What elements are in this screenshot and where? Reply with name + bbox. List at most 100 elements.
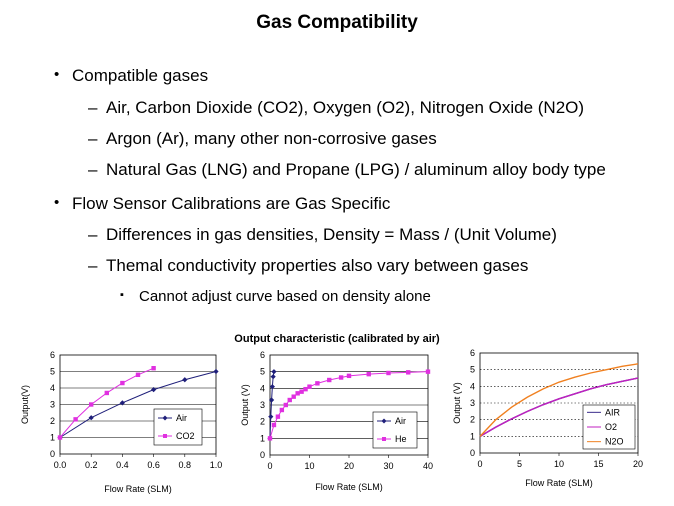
y-tick-label: 5: [50, 367, 55, 377]
data-point: [120, 380, 125, 386]
data-point: [151, 366, 156, 371]
chart-air-co2: 0 1 2 3 4 5 6 0.0 0.2 0.4 0.6 0.8 1.0 Flow Rate (SLM)…: [20, 350, 223, 494]
y-tick-label: 3: [50, 400, 55, 410]
x-axis-label: Flow Rate (SLM): [315, 482, 383, 492]
bullet-text: Argon (Ar), many other non-corrosive gas…: [106, 129, 437, 148]
y-tick-label: 0: [260, 450, 265, 460]
bullet-marker: •: [54, 194, 60, 211]
bullet-text: Flow Sensor Calibrations are Gas Specifi…: [72, 194, 391, 213]
data-point: [89, 402, 94, 407]
legend-marker: [381, 418, 387, 424]
y-tick-label: 3: [470, 398, 475, 408]
data-point: [303, 386, 308, 392]
legend-marker: [163, 434, 167, 438]
data-point: [307, 384, 312, 389]
x-tick-label: 0.6: [147, 460, 160, 470]
y-tick-label: 4: [50, 383, 55, 393]
data-point: [182, 377, 188, 383]
data-point: [213, 368, 219, 375]
y-axis-label: Output(V): [20, 385, 30, 424]
data-point: [283, 402, 288, 408]
bullet-text: Compatible gases: [72, 66, 209, 85]
data-point: [291, 394, 296, 399]
series-line: [479, 363, 639, 437]
y-tick-label: 2: [260, 417, 265, 427]
x-tick-label: 5: [517, 459, 522, 469]
series-line: [479, 377, 639, 437]
data-point: [295, 391, 300, 396]
y-tick-label: 6: [260, 350, 265, 360]
bullet-text: Themal conductivity properties also vary…: [106, 256, 529, 275]
legend-label: N2O: [605, 437, 624, 447]
bullet-marker: –: [88, 129, 98, 148]
data-point: [271, 422, 277, 428]
y-tick-label: 3: [260, 400, 265, 410]
x-axis-label: Flow Rate (SLM): [525, 478, 593, 488]
x-tick-label: 40: [423, 461, 433, 471]
y-tick-label: 4: [470, 381, 475, 391]
y-tick-label: 5: [470, 365, 475, 375]
y-tick-label: 2: [470, 415, 475, 425]
legend: Air CO2: [153, 408, 203, 446]
legend-box: [372, 411, 418, 449]
data-point: [279, 407, 285, 413]
slide-title: Gas Compatibility: [256, 12, 418, 33]
data-point: [135, 372, 141, 377]
x-tick-label: 0.2: [85, 460, 98, 470]
data-point: [269, 384, 275, 390]
x-tick-label: 0: [267, 461, 272, 471]
y-tick-label: 1: [260, 433, 265, 443]
bullet-marker: –: [88, 160, 98, 179]
y-tick-label: 5: [260, 367, 265, 377]
x-tick-label: 10: [304, 461, 314, 471]
x-tick-label: 20: [633, 459, 643, 469]
legend-label: Air: [176, 413, 187, 423]
x-tick-label: 0.8: [179, 460, 192, 470]
data-point: [73, 417, 78, 422]
data-point: [425, 369, 431, 374]
legend-label: He: [395, 434, 407, 444]
y-axis-label: Output (V): [240, 384, 250, 426]
data-point: [267, 436, 273, 441]
bullet-text: Natural Gas (LNG) and Propane (LPG) / al…: [106, 160, 606, 179]
bullet-marker: –: [88, 225, 98, 244]
y-tick-label: 2: [50, 416, 55, 426]
x-tick-label: 0.0: [54, 460, 67, 470]
data-point: [338, 375, 344, 380]
data-point: [386, 370, 391, 376]
data-point: [299, 389, 304, 394]
bullet-marker: ▪: [120, 289, 124, 301]
bullet-text: Cannot adjust curve based on density alo…: [139, 288, 431, 305]
legend: AIR O2 N2O: [582, 404, 636, 450]
legend-marker: [162, 415, 168, 421]
y-tick-label: 0: [50, 449, 55, 459]
data-point: [57, 435, 63, 440]
data-point: [327, 377, 332, 383]
x-axis-label: Flow Rate (SLM): [104, 484, 172, 494]
bullet-marker: –: [88, 98, 98, 117]
data-point: [275, 414, 281, 419]
data-point: [287, 397, 292, 403]
bullet-text: Differences in gas densities, Density = …: [106, 225, 557, 244]
bullet-marker: •: [54, 66, 60, 83]
y-tick-label: 4: [260, 383, 265, 393]
y-tick-label: 1: [470, 431, 475, 441]
x-tick-label: 1.0: [210, 460, 223, 470]
y-tick-label: 0: [470, 448, 475, 458]
data-point: [315, 381, 320, 386]
legend-label: CO2: [176, 431, 195, 441]
y-tick-label: 1: [50, 433, 55, 443]
charts-title: Output characteristic (calibrated by air…: [234, 333, 440, 345]
x-tick-label: 0: [477, 459, 482, 469]
legend-label: Air: [395, 416, 406, 426]
x-tick-label: 30: [383, 461, 393, 471]
legend-box: [153, 408, 203, 446]
legend: Air He: [372, 411, 418, 449]
legend-label: O2: [605, 422, 617, 432]
legend-label: AIR: [605, 407, 621, 417]
bullet-marker: –: [88, 256, 98, 275]
y-tick-label: 6: [50, 350, 55, 360]
bullet-text: Air, Carbon Dioxide (CO2), Oxygen (O2), …: [106, 98, 585, 117]
x-tick-label: 15: [593, 459, 603, 469]
chart-air-o2-n2o: 0 1 2 3 4 5 6 0 5 10 15 20 Flow Rate (SLM) Output (V)…: [452, 348, 643, 488]
